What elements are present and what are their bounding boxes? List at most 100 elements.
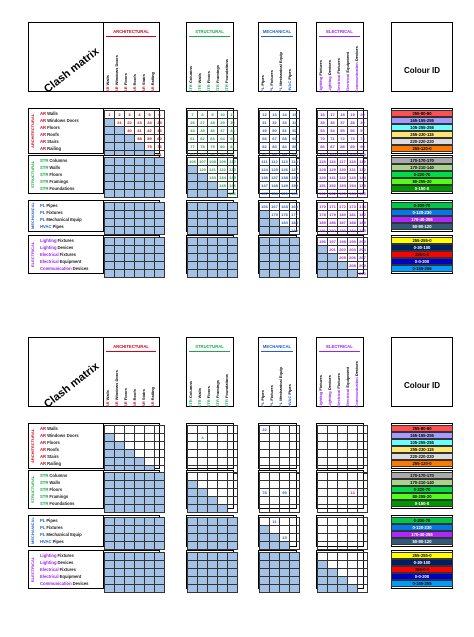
clash-cell[interactable]: 119 xyxy=(357,157,368,166)
clash-cell[interactable]: 54 xyxy=(327,126,338,135)
clash-cell[interactable]: 10 xyxy=(217,110,228,119)
clash-cell[interactable] xyxy=(289,504,300,513)
clash-cell[interactable]: 20 xyxy=(357,110,368,119)
clash-cell[interactable]: 153 xyxy=(337,181,348,190)
clash-cell[interactable] xyxy=(269,480,280,489)
clash-cell[interactable] xyxy=(279,433,290,442)
clash-cell[interactable]: 149 xyxy=(279,181,290,190)
clash-cell[interactable]: 152 xyxy=(327,181,338,190)
clash-cell[interactable] xyxy=(347,541,358,550)
clash-cell[interactable]: 150 xyxy=(289,181,300,190)
clash-cell[interactable]: 30 xyxy=(227,118,238,127)
clash-cell[interactable] xyxy=(317,488,328,497)
clash-cell[interactable]: 170 xyxy=(317,202,328,211)
clash-cell[interactable] xyxy=(227,504,238,513)
clash-cell[interactable] xyxy=(207,457,218,466)
clash-cell[interactable] xyxy=(114,425,125,434)
clash-cell[interactable] xyxy=(289,496,300,505)
clash-cell[interactable] xyxy=(317,441,328,450)
clash-cell[interactable]: 63 xyxy=(207,134,218,143)
clash-cell[interactable] xyxy=(259,504,270,513)
clash-cell[interactable]: 38 xyxy=(347,118,358,127)
clash-cell[interactable]: 121 xyxy=(207,165,218,174)
clash-cell[interactable] xyxy=(187,457,198,466)
clash-cell[interactable] xyxy=(289,488,300,497)
clash-cell[interactable] xyxy=(279,449,290,458)
clash-cell[interactable] xyxy=(227,496,238,505)
clash-cell[interactable]: 175 xyxy=(269,210,280,219)
clash-cell[interactable] xyxy=(327,480,338,489)
clash-cell[interactable]: 2 xyxy=(114,110,125,119)
clash-cell[interactable] xyxy=(279,517,290,526)
clash-cell[interactable] xyxy=(337,433,348,442)
clash-cell[interactable] xyxy=(327,433,338,442)
clash-cell[interactable]: 161 xyxy=(317,189,328,198)
clash-cell[interactable] xyxy=(327,525,338,534)
clash-cell[interactable] xyxy=(144,457,155,466)
clash-cell[interactable]: 169 xyxy=(289,202,300,211)
clash-cell[interactable]: 159 xyxy=(279,189,290,198)
clash-cell[interactable]: 207 xyxy=(357,253,368,262)
clash-cell[interactable]: 131 xyxy=(347,165,358,174)
clash-cell[interactable]: 142 xyxy=(337,173,348,182)
clash-cell[interactable] xyxy=(317,472,328,481)
clash-cell[interactable] xyxy=(317,552,328,561)
clash-cell[interactable]: 87 xyxy=(327,142,338,151)
clash-cell[interactable]: 65 xyxy=(227,134,238,143)
clash-cell[interactable] xyxy=(357,480,368,489)
clash-cell[interactable] xyxy=(357,457,368,466)
clash-cell[interactable] xyxy=(337,488,348,497)
clash-cell[interactable] xyxy=(357,568,368,577)
clash-cell[interactable] xyxy=(337,525,348,534)
clash-cell[interactable]: 75 xyxy=(144,142,155,151)
clash-cell[interactable] xyxy=(217,433,228,442)
clash-cell[interactable]: 127 xyxy=(289,165,300,174)
clash-cell[interactable]: 125 xyxy=(269,165,280,174)
clash-cell[interactable]: 178 xyxy=(317,210,328,219)
clash-cell[interactable]: 201 xyxy=(327,245,338,254)
clash-cell[interactable] xyxy=(337,560,348,569)
clash-cell[interactable] xyxy=(347,517,358,526)
clash-cell[interactable]: 172 xyxy=(337,202,348,211)
clash-cell[interactable]: 118 xyxy=(347,157,358,166)
clash-cell[interactable]: 143 xyxy=(347,173,358,182)
clash-cell[interactable] xyxy=(134,441,145,450)
clash-cell[interactable]: 156 xyxy=(227,189,238,198)
clash-cell[interactable]: 58 xyxy=(134,134,145,143)
clash-cell[interactable] xyxy=(289,449,300,458)
clash-cell[interactable]: 138 xyxy=(279,173,290,182)
clash-cell[interactable]: 106 xyxy=(187,157,198,166)
clash-cell[interactable]: 126 xyxy=(279,165,290,174)
clash-cell[interactable] xyxy=(289,525,300,534)
clash-cell[interactable]: 22 xyxy=(124,118,135,127)
clash-cell[interactable]: 108 xyxy=(207,157,218,166)
clash-cell[interactable] xyxy=(357,449,368,458)
clash-cell[interactable] xyxy=(289,541,300,550)
clash-cell[interactable] xyxy=(327,457,338,466)
clash-cell[interactable] xyxy=(317,449,328,458)
clash-cell[interactable] xyxy=(357,472,368,481)
clash-cell[interactable] xyxy=(289,533,300,542)
clash-cell[interactable]: 53 xyxy=(317,126,328,135)
clash-cell[interactable] xyxy=(259,433,270,442)
clash-cell[interactable] xyxy=(279,504,290,513)
clash-cell[interactable]: 83 xyxy=(269,142,280,151)
clash-cell[interactable]: 146 xyxy=(227,181,238,190)
clash-cell[interactable] xyxy=(134,433,145,442)
clash-cell[interactable]: 202 xyxy=(337,245,348,254)
clash-cell[interactable]: 173 xyxy=(347,202,358,211)
clash-cell[interactable] xyxy=(337,541,348,550)
clash-cell[interactable]: 5 xyxy=(144,110,155,119)
clash-cell[interactable]: 195 xyxy=(357,226,368,235)
clash-cell[interactable]: 47 xyxy=(217,126,228,135)
clash-cell[interactable]: 39 xyxy=(357,118,368,127)
clash-cell[interactable] xyxy=(207,488,218,497)
clash-cell[interactable]: 203 xyxy=(347,245,358,254)
clash-cell[interactable]: 181 xyxy=(347,210,358,219)
clash-cell[interactable]: 21 xyxy=(114,118,125,127)
clash-cell[interactable] xyxy=(347,425,358,434)
clash-cell[interactable]: 134 xyxy=(217,173,228,182)
clash-cell[interactable]: 209 xyxy=(357,261,368,270)
clash-cell[interactable]: 26 xyxy=(187,118,198,127)
clash-cell[interactable]: 112 xyxy=(269,157,280,166)
